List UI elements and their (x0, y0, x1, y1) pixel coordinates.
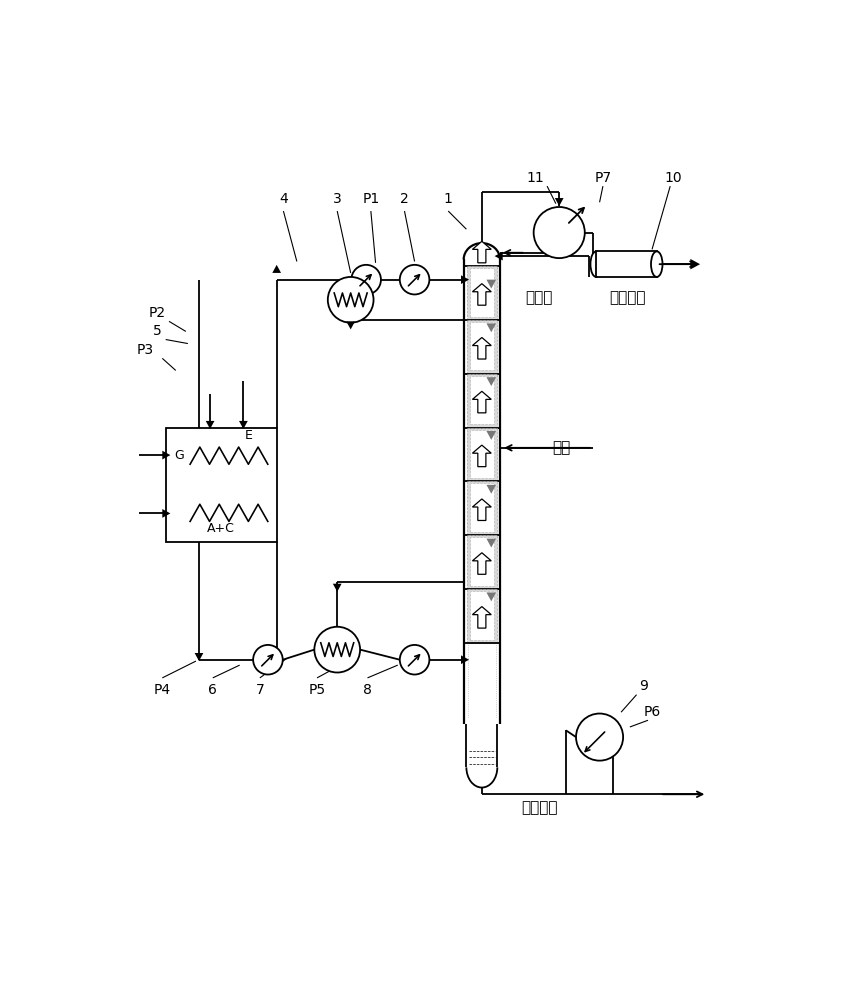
Polygon shape (273, 653, 281, 661)
Polygon shape (486, 323, 496, 332)
Text: 塔底产品: 塔底产品 (521, 800, 557, 815)
Bar (470, 268, 494, 317)
Bar (467, 428, 496, 481)
Polygon shape (486, 592, 496, 601)
Text: P2: P2 (148, 306, 166, 320)
Bar (467, 266, 496, 320)
Bar (470, 430, 494, 478)
Polygon shape (461, 275, 469, 284)
Bar (470, 322, 494, 370)
Polygon shape (472, 607, 491, 628)
Polygon shape (194, 653, 203, 661)
Text: 8: 8 (363, 683, 372, 697)
Bar (470, 537, 494, 586)
Text: P5: P5 (308, 683, 326, 697)
Text: 7: 7 (255, 683, 264, 697)
Ellipse shape (651, 251, 662, 277)
Bar (470, 376, 494, 424)
Polygon shape (461, 655, 469, 664)
Polygon shape (162, 509, 170, 518)
Polygon shape (690, 259, 700, 269)
Text: P4: P4 (154, 683, 171, 697)
Bar (467, 374, 496, 428)
Text: 9: 9 (639, 679, 648, 693)
Polygon shape (486, 539, 496, 548)
Polygon shape (486, 485, 496, 494)
Text: 3: 3 (332, 192, 342, 206)
Text: 11: 11 (527, 171, 544, 185)
Text: 5: 5 (153, 324, 161, 338)
Polygon shape (332, 584, 342, 592)
Bar (596, 251, 657, 277)
Polygon shape (486, 431, 496, 440)
Polygon shape (162, 451, 170, 459)
Polygon shape (495, 252, 503, 260)
Text: 1: 1 (444, 192, 452, 206)
Polygon shape (206, 421, 214, 429)
Bar (470, 591, 494, 640)
Circle shape (576, 714, 623, 761)
Circle shape (314, 627, 360, 673)
Circle shape (253, 645, 283, 675)
Text: 进料: 进料 (552, 440, 571, 455)
Text: 2: 2 (400, 192, 409, 206)
Polygon shape (486, 377, 496, 386)
Polygon shape (472, 284, 491, 305)
Circle shape (352, 265, 381, 294)
Circle shape (400, 265, 430, 294)
Circle shape (534, 207, 585, 258)
Bar (467, 320, 496, 374)
Polygon shape (472, 499, 491, 520)
Text: 6: 6 (208, 683, 217, 697)
Polygon shape (239, 421, 247, 429)
Text: 4: 4 (279, 192, 288, 206)
Polygon shape (346, 321, 355, 329)
Text: P1: P1 (362, 192, 379, 206)
Text: P6: P6 (643, 705, 661, 719)
Polygon shape (472, 553, 491, 574)
Text: 10: 10 (665, 171, 682, 185)
Polygon shape (472, 445, 491, 467)
Circle shape (328, 277, 373, 323)
Bar (467, 481, 496, 535)
Bar (467, 535, 496, 589)
Bar (467, 589, 496, 643)
Polygon shape (472, 391, 491, 413)
Text: P7: P7 (595, 171, 611, 185)
Polygon shape (555, 198, 563, 206)
Text: 塔顶产品: 塔顶产品 (609, 290, 646, 305)
Text: A+C: A+C (207, 522, 235, 535)
Circle shape (400, 645, 430, 675)
Polygon shape (472, 241, 491, 263)
Polygon shape (472, 337, 491, 359)
Text: 回流液: 回流液 (526, 290, 553, 305)
Text: E: E (245, 429, 253, 442)
Text: P3: P3 (137, 343, 154, 357)
Ellipse shape (590, 251, 602, 277)
Polygon shape (486, 280, 496, 289)
Bar (470, 483, 494, 532)
Bar (166, 428, 277, 542)
Polygon shape (273, 265, 281, 273)
Text: G: G (174, 449, 184, 462)
